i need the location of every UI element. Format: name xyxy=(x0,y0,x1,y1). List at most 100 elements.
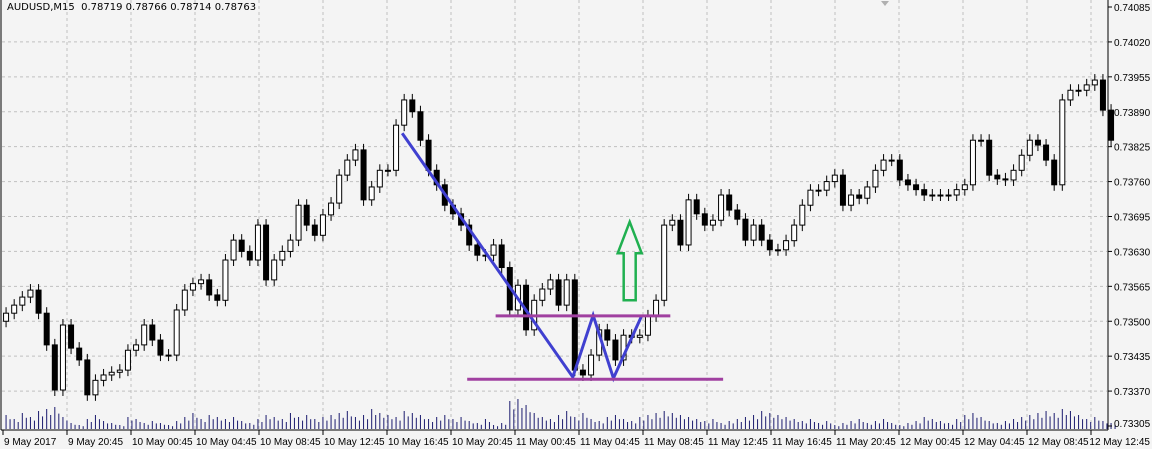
candle-bull xyxy=(401,99,408,126)
price-tick-label: 0.73565 xyxy=(1114,282,1151,293)
candle-bull xyxy=(1067,89,1074,101)
candle-bull xyxy=(189,283,196,291)
candle-bull xyxy=(133,344,140,351)
candle-bull xyxy=(888,159,895,162)
time-tick-label: 12 May 08:45 xyxy=(1028,437,1089,448)
candle-bear xyxy=(986,139,993,176)
candle-bull xyxy=(344,159,351,176)
candle-bear xyxy=(734,209,741,220)
candle-bull xyxy=(100,374,107,381)
candle-bull xyxy=(880,159,887,171)
time-tick-label: 12 May 00:45 xyxy=(900,437,961,448)
candle-bull xyxy=(685,199,692,246)
time-tick-label: 10 May 08:45 xyxy=(260,437,321,448)
candle-bear xyxy=(149,324,156,341)
time-tick-label: 11 May 04:45 xyxy=(580,437,640,448)
candle-bull xyxy=(59,324,66,391)
price-axis[interactable]: 0.74085 0.74020 0.73955 0.73890 0.73825 0.737… xyxy=(1108,3,1151,430)
price-tick-label: 0.73630 xyxy=(1114,247,1151,258)
time-tick-label: 11 May 08:45 xyxy=(644,437,704,448)
candle-bear xyxy=(612,339,619,361)
candle-bear xyxy=(360,149,367,201)
candle-bull xyxy=(588,354,595,376)
candle-bull xyxy=(393,124,400,171)
candle-bear xyxy=(51,344,58,391)
price-tick-label: 0.73825 xyxy=(1114,143,1151,154)
time-tick-label: 11 May 00:45 xyxy=(516,437,576,448)
candle-bull xyxy=(547,279,554,290)
time-tick-label: 10 May 16:45 xyxy=(388,437,449,448)
candle-bull xyxy=(271,259,278,281)
candle-bear xyxy=(238,239,245,252)
candle-bear xyxy=(214,294,221,301)
candle-bull xyxy=(230,239,237,261)
time-axis[interactable]: 9 May 2017 9 May 20:45 10 May 00:45 10 May … xyxy=(2,430,1150,448)
candle-bear xyxy=(913,184,920,191)
candle-bear xyxy=(994,174,1001,180)
candle-bull xyxy=(319,214,326,236)
candle-bear xyxy=(474,244,481,256)
candle-bull xyxy=(823,181,830,191)
candle-bear xyxy=(896,159,903,181)
candle-bull xyxy=(807,189,814,206)
candle-bull xyxy=(831,174,838,183)
candle-bull xyxy=(815,189,822,192)
time-tick-label: 10 May 00:45 xyxy=(132,437,193,448)
time-tick-label: 10 May 04:45 xyxy=(196,437,257,448)
candle-bull xyxy=(352,149,359,161)
candle-bull xyxy=(1018,154,1025,171)
candle-bear xyxy=(693,199,700,215)
candle-bull xyxy=(653,299,660,317)
up-arrow-icon[interactable] xyxy=(615,218,644,302)
candle-bull xyxy=(173,309,180,356)
candle-bull xyxy=(539,288,546,301)
candle-bear xyxy=(43,312,50,346)
candle-bull xyxy=(490,244,497,256)
candle-bull xyxy=(644,315,651,336)
candle-bull xyxy=(978,139,985,142)
price-tick-label: 0.73695 xyxy=(1114,213,1151,224)
candle-bull xyxy=(661,224,668,301)
price-tick-label: 0.74020 xyxy=(1114,38,1151,49)
scroll-marker-icon[interactable] xyxy=(881,1,889,6)
chart-title: AUDUSD,M15 0.78719 0.78766 0.78714 0.787… xyxy=(7,2,256,13)
ohlc-values: 0.78719 0.78766 0.78714 0.78763 xyxy=(81,2,257,13)
candle-bear xyxy=(904,179,911,186)
candle-bull xyxy=(141,324,148,346)
candle-bull xyxy=(3,312,10,322)
candle-bear xyxy=(726,194,733,211)
candle-bear xyxy=(409,99,416,113)
candle-bull xyxy=(181,289,188,311)
price-tick-label: 0.73370 xyxy=(1114,387,1151,398)
drawings[interactable] xyxy=(400,132,724,383)
price-tick-label: 0.73305 xyxy=(1114,419,1151,430)
candles xyxy=(3,74,1115,401)
price-tick-label: 0.73955 xyxy=(1114,73,1151,84)
candle-bull xyxy=(783,240,790,251)
candle-bull xyxy=(799,204,806,226)
candle-bear xyxy=(1043,144,1050,161)
price-tick-label: 0.73890 xyxy=(1114,108,1151,119)
candle-bear xyxy=(1034,139,1041,146)
price-tick-label: 0.73435 xyxy=(1114,352,1151,363)
candle-bull xyxy=(376,169,383,188)
candle-bull xyxy=(669,219,676,226)
candle-bull xyxy=(165,354,172,357)
time-tick-label: 11 May 12:45 xyxy=(708,437,768,448)
candle-bear xyxy=(579,369,586,376)
candle-bull xyxy=(953,189,960,196)
grid xyxy=(2,0,1107,429)
candle-bull xyxy=(1075,89,1082,92)
candle-bear xyxy=(157,339,164,356)
candle-bull xyxy=(328,202,335,216)
time-tick-label: 11 May 20:45 xyxy=(836,437,896,448)
candle-bull xyxy=(279,250,286,261)
time-tick-label: 12 May 12:45 xyxy=(1089,437,1150,448)
candle-bear xyxy=(1108,109,1115,141)
candle-bull xyxy=(384,169,391,172)
candle-bull xyxy=(1010,169,1017,181)
candle-bear xyxy=(758,224,765,241)
candle-bull xyxy=(295,204,302,241)
candle-bear xyxy=(921,189,928,196)
